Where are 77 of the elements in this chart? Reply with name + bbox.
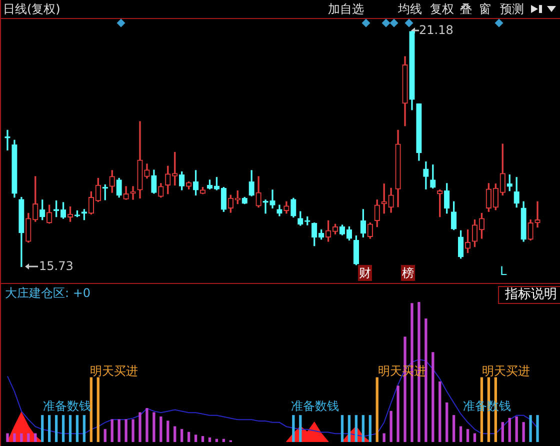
bar — [376, 377, 378, 442]
bar — [174, 426, 176, 442]
bar — [90, 377, 93, 442]
bar — [522, 422, 525, 442]
candlestick — [534, 201, 540, 228]
text: 加自选 — [328, 2, 364, 16]
text: 预测 — [500, 2, 524, 16]
bar — [390, 410, 392, 442]
bar — [382, 433, 386, 442]
bar — [41, 415, 44, 442]
bar — [146, 408, 148, 442]
chart-title: 日线(复权) — [3, 2, 60, 16]
annotation: 21.18 — [419, 23, 454, 37]
bar — [96, 377, 100, 442]
bar — [536, 415, 539, 442]
bar — [432, 352, 434, 442]
text: 均线 — [398, 2, 422, 16]
bar — [396, 386, 400, 442]
bar — [529, 415, 532, 442]
bar — [501, 422, 504, 442]
bar — [118, 419, 120, 442]
candlestick — [270, 190, 276, 208]
bar — [76, 415, 79, 442]
bar — [34, 433, 37, 442]
bar — [459, 426, 462, 442]
bar — [68, 415, 72, 442]
bar — [13, 433, 16, 442]
bar — [362, 415, 364, 442]
bar — [104, 429, 106, 442]
annotation: L — [500, 264, 507, 278]
bar — [20, 433, 23, 442]
text: 窗 — [479, 2, 491, 16]
text: 复权 — [430, 2, 454, 16]
annotation: 财 — [358, 265, 372, 281]
bar — [515, 416, 518, 442]
bar — [340, 415, 344, 442]
bar — [187, 432, 190, 442]
bar — [166, 420, 170, 442]
bar — [160, 416, 162, 442]
annotation: 明天买进 — [482, 364, 530, 378]
bar — [194, 434, 198, 442]
bar — [446, 402, 448, 442]
text: 叠 — [460, 2, 472, 16]
bar — [132, 419, 134, 442]
annotation: 准备数钱 — [291, 399, 339, 413]
bar — [222, 438, 226, 442]
bar — [110, 419, 114, 442]
bar — [292, 415, 295, 442]
bar — [6, 433, 9, 442]
bar — [208, 437, 212, 442]
bar — [466, 429, 470, 442]
bar — [27, 433, 30, 442]
bar — [424, 318, 428, 442]
bar — [201, 436, 204, 442]
bar — [138, 412, 142, 442]
bar — [354, 415, 358, 442]
bar — [348, 415, 351, 442]
bar — [180, 429, 184, 442]
candlestick — [130, 186, 136, 200]
bar — [368, 415, 372, 442]
annotation: 明天买进 — [90, 364, 138, 378]
bar — [48, 415, 51, 442]
bar — [54, 415, 58, 442]
bar — [82, 415, 86, 442]
bar — [124, 419, 128, 442]
annotation: 15.73 — [39, 259, 74, 273]
bar — [438, 381, 442, 442]
chart-title: 大庄建仓区: +0 — [5, 286, 91, 300]
bar — [508, 418, 511, 442]
bar — [215, 438, 218, 442]
bar — [452, 415, 456, 442]
bar — [62, 415, 65, 442]
bar — [473, 433, 476, 442]
bar — [152, 412, 156, 442]
annotation: 指标说明 — [498, 286, 560, 304]
annotation: 榜 — [401, 265, 415, 281]
bar — [299, 415, 302, 442]
